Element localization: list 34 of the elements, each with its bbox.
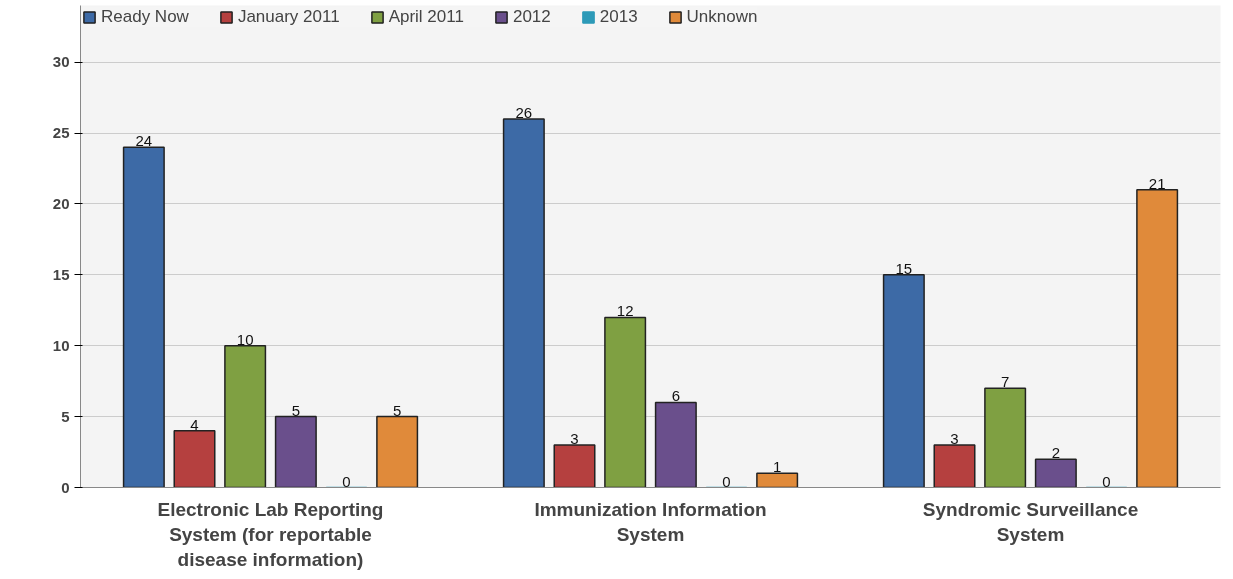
x-tick-label: Syndromic Surveillance System xyxy=(922,498,1139,545)
data-label: 3 xyxy=(950,429,959,447)
y-tick-label: 15 xyxy=(52,265,70,283)
legend-label: Ready Now xyxy=(101,7,189,27)
data-label: 1 xyxy=(773,458,782,476)
y-tick-label: 30 xyxy=(52,53,70,71)
data-label: 10 xyxy=(236,330,254,348)
data-label: 0 xyxy=(342,472,351,490)
legend-label: 2013 xyxy=(599,7,638,27)
x-tick-label: Immunization Information System xyxy=(534,498,767,545)
data-label: 24 xyxy=(135,132,153,150)
data-label: 3 xyxy=(570,429,579,447)
legend-label: Unknown xyxy=(686,7,758,27)
y-tick-label: 10 xyxy=(52,336,70,354)
data-label: 4 xyxy=(190,415,199,433)
data-label: 26 xyxy=(515,103,533,121)
legend-label: 2012 xyxy=(512,7,551,27)
legend-label: April 2011 xyxy=(388,7,464,27)
data-label: 21 xyxy=(1148,174,1166,192)
data-label: 6 xyxy=(671,387,681,405)
y-tick-label: 20 xyxy=(52,194,70,212)
legend-label: January 2011 xyxy=(237,7,340,27)
data-label: 5 xyxy=(393,401,402,419)
data-label: 12 xyxy=(616,302,634,320)
data-label: 5 xyxy=(291,401,301,419)
data-label: 2 xyxy=(1051,444,1061,462)
data-label: 15 xyxy=(895,259,913,277)
data-label: 7 xyxy=(1001,373,1010,391)
x-tick-label: Electronic Lab Reporting System (for reportable disease information) xyxy=(157,498,384,570)
data-label: 0 xyxy=(722,472,731,490)
y-tick-label: 0 xyxy=(61,478,70,496)
y-tick-label: 25 xyxy=(52,124,70,142)
data-label: 0 xyxy=(1102,472,1111,490)
y-tick-label: 5 xyxy=(61,407,70,425)
